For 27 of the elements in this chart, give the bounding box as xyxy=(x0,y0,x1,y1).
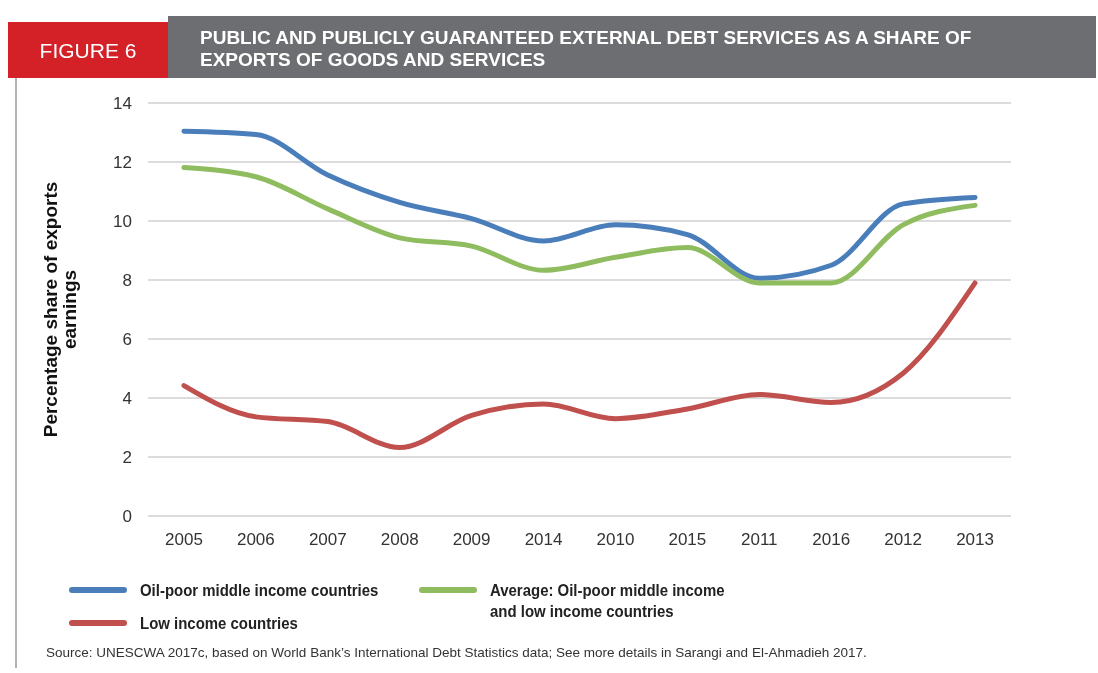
y-tick-label: 8 xyxy=(122,270,132,290)
x-tick-label: 2010 xyxy=(596,530,635,549)
legend-label: Oil-poor middle income countries xyxy=(140,581,379,600)
y-tick-label: 12 xyxy=(113,152,132,172)
y-tick-label: 10 xyxy=(113,211,132,231)
x-tick-label: 2011 xyxy=(741,530,778,549)
legend-label: Low income countries xyxy=(140,614,298,633)
y-tick-label: 14 xyxy=(113,93,132,113)
x-tick-label: 2005 xyxy=(165,530,203,549)
x-tick-label: 2015 xyxy=(668,530,707,549)
x-tick-label: 2014 xyxy=(524,530,563,549)
legend-label: Average: Oil-poor middle income and low income countries xyxy=(490,581,725,621)
x-tick-label: 2009 xyxy=(452,530,491,549)
source-note: Source: UNESCWA 2017c, based on World Bank’s International Debt Statistics data; See more details in Sarangi and El-Ahmadieh 2017. xyxy=(46,645,867,660)
caption: FIGURE 6 xyxy=(39,39,137,62)
y-tick-label: 6 xyxy=(122,329,132,349)
x-tick-label: 2007 xyxy=(308,530,347,549)
x-tick-label: 2008 xyxy=(380,530,419,549)
x-tick-label: 2016 xyxy=(812,530,851,549)
x-tick-label: 2013 xyxy=(956,530,994,549)
y-tick-label: 2 xyxy=(122,447,132,467)
y-tick-label: 4 xyxy=(122,388,132,408)
y-tick-label: 0 xyxy=(122,506,132,526)
x-tick-label: 2006 xyxy=(236,530,275,549)
chart-title: PUBLIC AND PUBLICLY GUARANTEED EXTERNAL DEBT SERVICES AS A SHARE OF EXPORTS OF GOODS AND SERVICES xyxy=(200,27,972,70)
y-axis-title: Percentage share of exports earnings xyxy=(39,181,80,438)
x-tick-label: 2012 xyxy=(884,530,923,549)
